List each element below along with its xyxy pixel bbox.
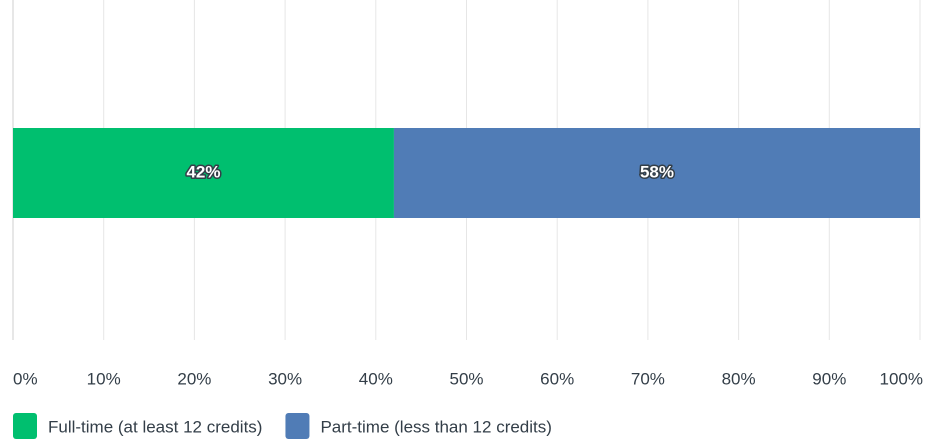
bar-segment xyxy=(393,128,920,218)
x-tick-label: 60% xyxy=(540,369,574,388)
x-tick-label: 90% xyxy=(812,369,846,388)
x-tick-label: 80% xyxy=(722,369,756,388)
x-tick-label: 50% xyxy=(449,369,483,388)
x-tick-label: 70% xyxy=(631,369,665,388)
x-tick-label: 30% xyxy=(268,369,302,388)
x-tick-label: 40% xyxy=(359,369,393,388)
x-tick-label: 0% xyxy=(13,369,38,388)
x-tick-label: 10% xyxy=(87,369,121,388)
x-tick-label: 100% xyxy=(880,369,923,388)
legend-swatch xyxy=(285,413,310,439)
data-label: 42% xyxy=(186,162,220,181)
data-label: 58% xyxy=(640,162,674,181)
legend-label: Part-time (less than 12 credits) xyxy=(320,417,551,436)
bar-segment xyxy=(13,128,394,218)
legend-label: Full-time (at least 12 credits) xyxy=(48,417,262,436)
legend-swatch xyxy=(13,413,37,439)
x-tick-label: 20% xyxy=(177,369,211,388)
